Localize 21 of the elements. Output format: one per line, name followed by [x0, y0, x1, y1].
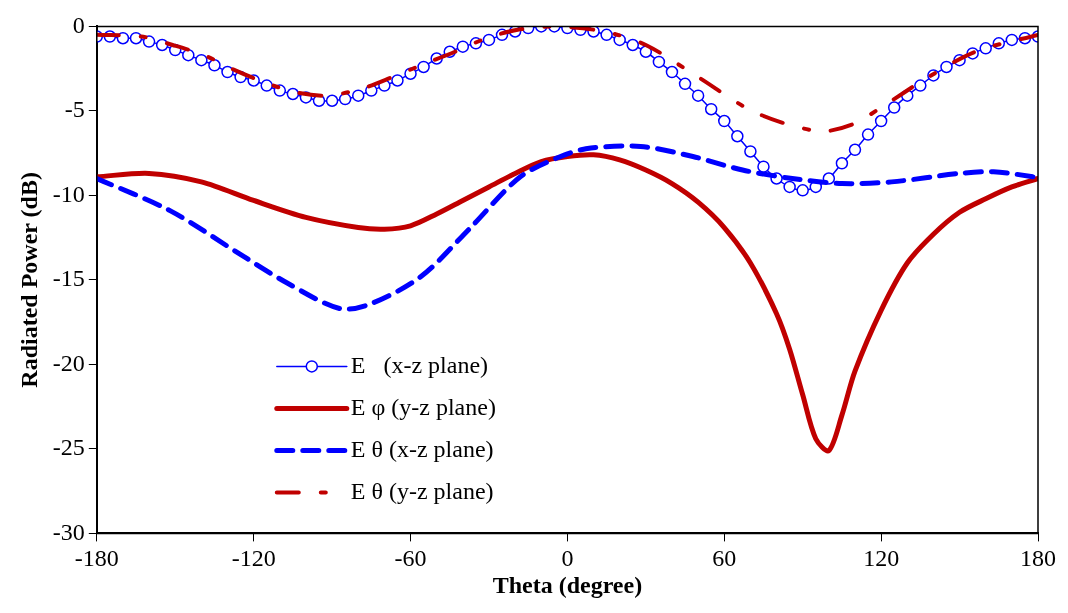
y-axis-title: Radiated Power (dB) [15, 172, 42, 388]
line-series [96, 26, 1038, 134]
legend-label: E φ (y-z plane) [350, 393, 496, 420]
y-tick-label: -5 [64, 96, 85, 123]
legend-label: E (x-z plane) [350, 351, 489, 378]
x-tick-label: 0 [561, 545, 574, 572]
y-tick-label: -25 [52, 434, 85, 461]
legend-label: E θ (x-z plane) [350, 435, 494, 462]
x-tick-label: 120 [863, 545, 900, 572]
x-tick-label: 60 [712, 545, 737, 572]
y-tick-label: -30 [52, 518, 85, 545]
y-tick-label: -15 [52, 265, 85, 292]
legend-label: E θ (y-z plane) [350, 477, 494, 504]
x-tick-label: 180 [1020, 545, 1056, 572]
x-tick-label: -60 [394, 545, 427, 572]
y-tick-label: -20 [52, 349, 85, 376]
x-tick-label: -180 [74, 545, 119, 572]
x-axis-title: Theta (degree) [492, 571, 643, 598]
y-tick-label: 0 [72, 11, 85, 38]
y-tick-label: -10 [52, 180, 85, 207]
x-tick-label: -120 [231, 545, 276, 572]
